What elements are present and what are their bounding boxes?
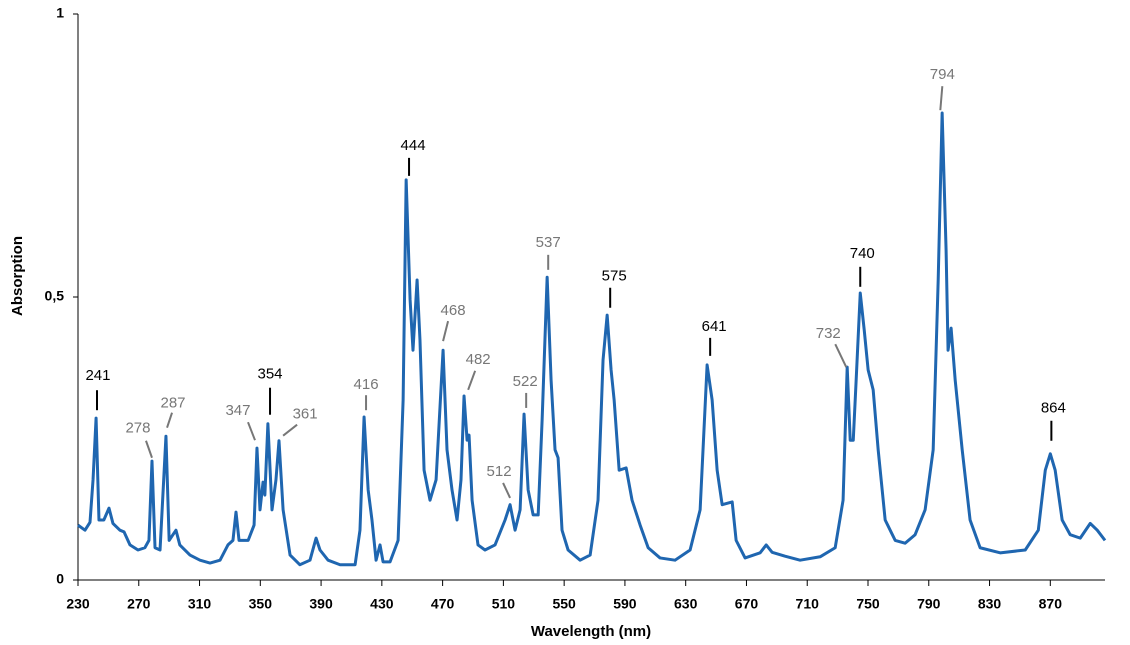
peak-label: 416 [354,376,379,393]
leader-line [502,482,511,499]
peak-label: 354 [258,366,283,383]
leader-line [442,320,450,342]
leader-line [939,86,944,111]
x-tick-label: 550 [552,596,576,612]
x-tick-label: 270 [127,596,151,612]
y-tick-label: 1 [56,5,64,21]
x-tick-label: 590 [613,596,637,612]
peak-label: 794 [930,66,955,83]
peak-label: 287 [161,395,186,412]
leader-line [145,440,153,459]
x-tick-label: 830 [978,596,1002,612]
peak-label: 575 [602,268,627,285]
leader-line [282,423,298,437]
peak-label: 512 [487,463,512,480]
x-tick-label: 510 [492,596,516,612]
x-tick-label: 790 [917,596,941,612]
x-tick-label: 870 [1039,596,1063,612]
x-tick-label: 710 [796,596,820,612]
peak-label: 732 [816,325,841,342]
y-axis-title: Absorption [9,236,26,316]
x-tick-label: 630 [674,596,698,612]
x-tick-label: 430 [370,596,394,612]
x-tick-label: 470 [431,596,455,612]
x-tick-label: 390 [309,596,333,612]
peak-label: 347 [225,402,250,419]
peak-label: 241 [85,367,110,384]
x-axis-title: Wavelength (nm) [531,623,651,640]
y-tick-label: 0 [56,571,64,587]
peak-label: 537 [536,234,561,251]
leader-line [166,412,173,429]
x-tick-label: 310 [188,596,212,612]
peak-label: 482 [466,351,491,368]
x-tick-label: 230 [66,596,90,612]
peak-label: 468 [441,302,466,319]
peak-label: 361 [293,406,318,423]
x-tick-label: 750 [856,596,880,612]
peak-label: 278 [125,420,150,437]
y-tick-label: 0,5 [45,288,65,304]
leader-line [834,343,848,368]
peak-label: 522 [513,373,538,390]
x-tick-label: 670 [735,596,759,612]
leader-line [467,370,477,391]
spectrum-line [77,111,1107,567]
peak-label: 864 [1041,400,1066,417]
peak-label: 444 [401,137,426,154]
peak-label: 740 [850,245,875,262]
leader-line [247,421,256,441]
x-tick-label: 350 [249,596,273,612]
peak-label: 641 [702,318,727,335]
